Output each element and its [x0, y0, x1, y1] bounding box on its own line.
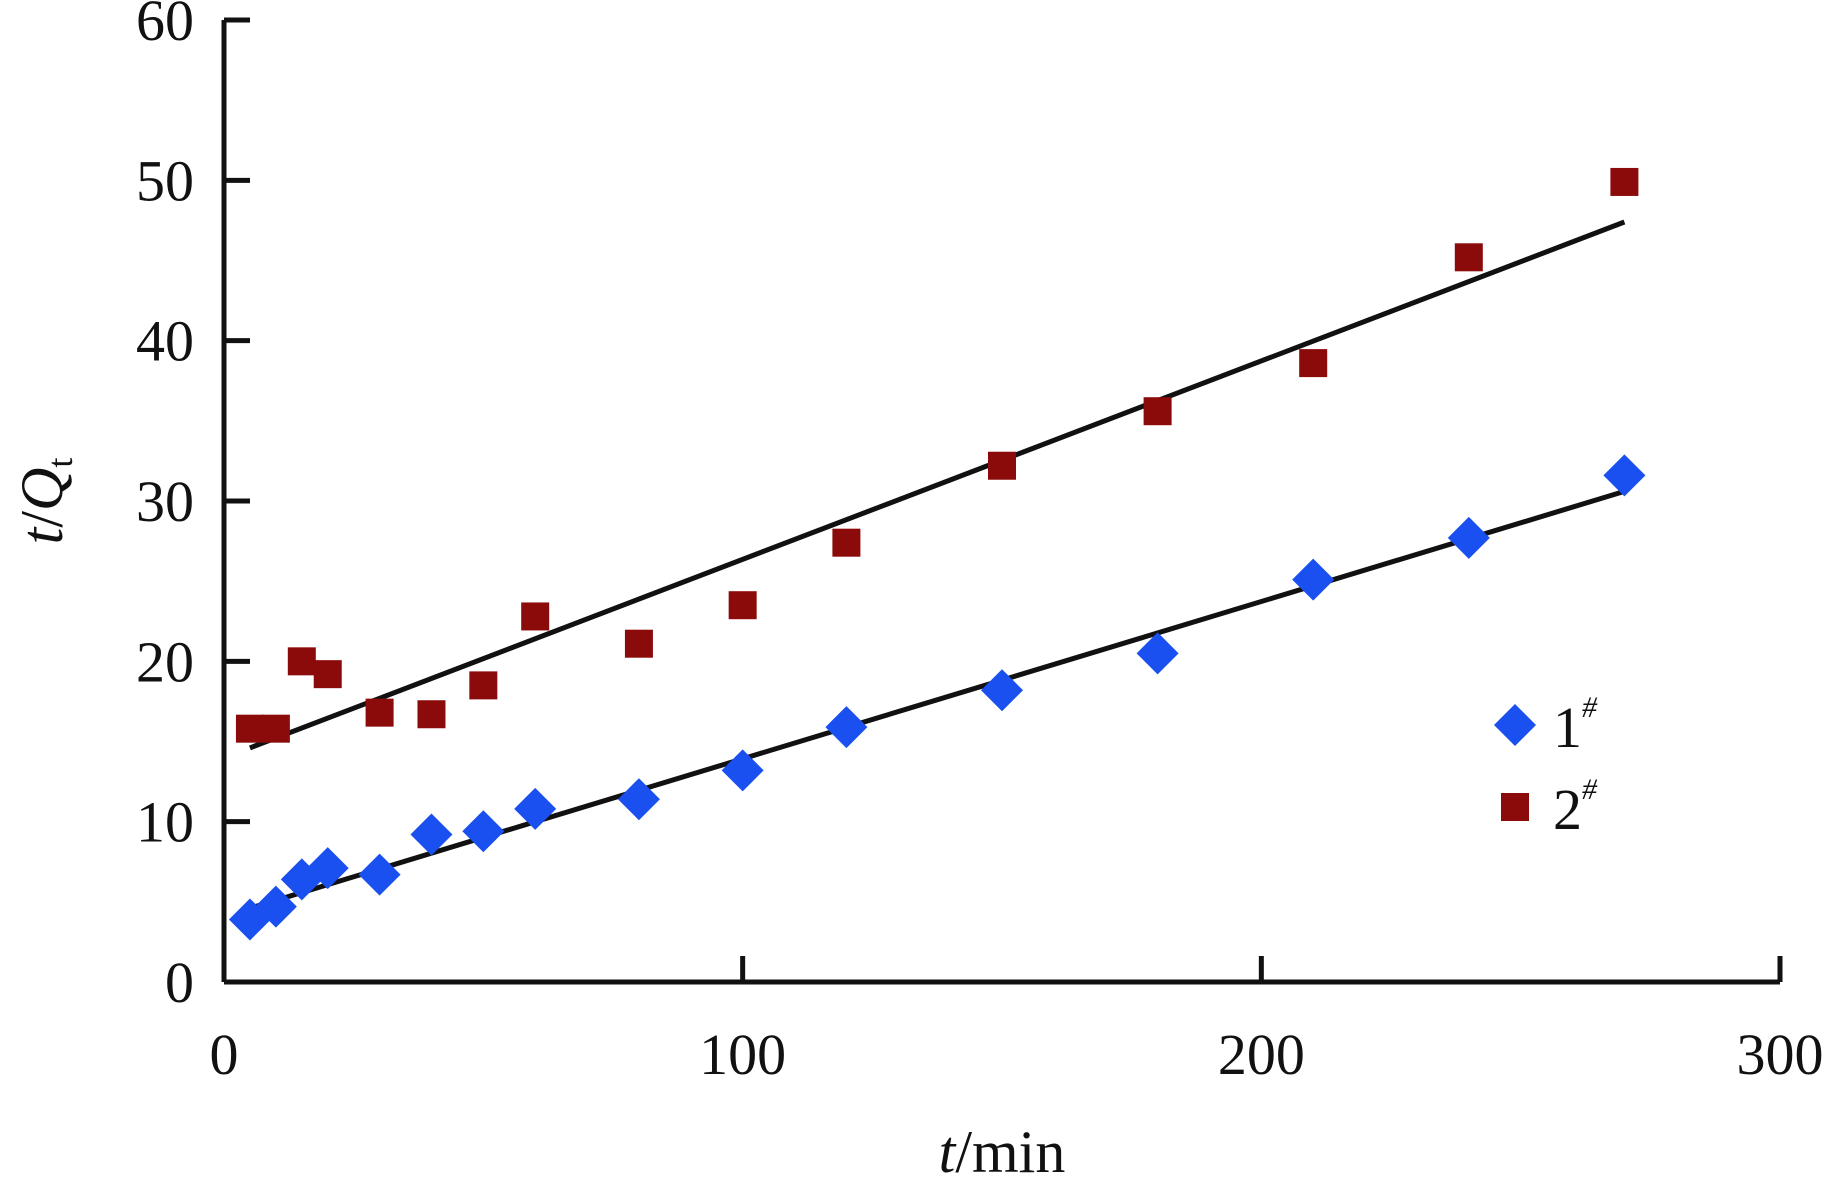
legend: 1#2#: [1494, 691, 1598, 842]
diamond-point: [617, 778, 660, 821]
y-tick-label: 30: [136, 469, 194, 534]
x-tick-label: 200: [1218, 1022, 1305, 1087]
square-point: [1454, 243, 1483, 272]
diamond-point: [358, 853, 401, 896]
square-point: [624, 629, 653, 658]
y-tick-label: 0: [165, 950, 194, 1015]
axes: [221, 20, 1780, 985]
square-point: [235, 714, 264, 743]
y-axis-title: t/Qt: [9, 458, 80, 545]
diamond-point: [410, 813, 453, 856]
diamond-point: [981, 669, 1023, 712]
y-tick-label: 50: [136, 148, 194, 213]
diamond-point: [1136, 632, 1179, 675]
legend-marker-2: [1501, 793, 1529, 821]
x-tick-label: 100: [699, 1022, 786, 1087]
y-tick-label: 40: [136, 309, 194, 374]
x-tick-label: 0: [210, 1022, 239, 1087]
x-tick-label: 300: [1737, 1022, 1824, 1087]
diamond-point: [306, 847, 349, 890]
legend-label-superscript: #: [1582, 773, 1598, 806]
y-axis-title-subscript: t: [40, 458, 80, 468]
legend-label-superscript: #: [1582, 691, 1598, 724]
diamond-point: [1447, 516, 1490, 559]
legend-label-2: 2#: [1553, 773, 1598, 842]
y-axis-title-q: Q: [9, 468, 75, 511]
square-point: [728, 591, 757, 620]
y-tick-label: 20: [136, 629, 194, 694]
legend-label-number: 2: [1553, 777, 1582, 842]
square-point: [1610, 167, 1639, 196]
square-point: [287, 647, 316, 676]
y-tick-label: 10: [136, 790, 194, 855]
diamond-point: [462, 810, 505, 853]
square-point: [1143, 397, 1172, 426]
diamond-point: [825, 706, 868, 749]
diamond-point: [1292, 558, 1335, 601]
fit-line-series-2: [249, 219, 1626, 751]
diamond-point: [514, 787, 557, 830]
legend-label-1: 1#: [1553, 691, 1598, 760]
square-point: [988, 451, 1016, 480]
x-axis-title: t/min: [939, 1119, 1066, 1183]
fit-lines: [249, 219, 1626, 911]
x-axis-title-var: t: [939, 1119, 957, 1183]
square-point: [832, 528, 861, 557]
y-ticks: 0 10 20 30 40 50 60: [136, 0, 250, 1015]
square-point: [521, 602, 550, 631]
square-point: [313, 660, 342, 689]
legend-label-number: 1: [1553, 695, 1582, 760]
diamond-point: [721, 749, 764, 792]
legend-marker-1: [1494, 704, 1536, 746]
y-tick-label: 60: [136, 0, 194, 53]
fit-line-series-1: [249, 488, 1626, 911]
square-point: [261, 714, 290, 743]
x-axis-title-unit: /min: [955, 1119, 1065, 1183]
y-axis-title-t: t: [9, 526, 75, 544]
square-point: [469, 671, 498, 700]
y-axis-title-slash: /: [9, 511, 75, 528]
square-point: [365, 698, 394, 727]
diamond-point: [1603, 454, 1646, 497]
diamond-point: [254, 885, 297, 928]
x-ticks: 0 100 200 300: [210, 956, 1824, 1087]
square-point: [1299, 349, 1328, 378]
square-point: [417, 700, 446, 729]
data-points: [228, 167, 1646, 941]
